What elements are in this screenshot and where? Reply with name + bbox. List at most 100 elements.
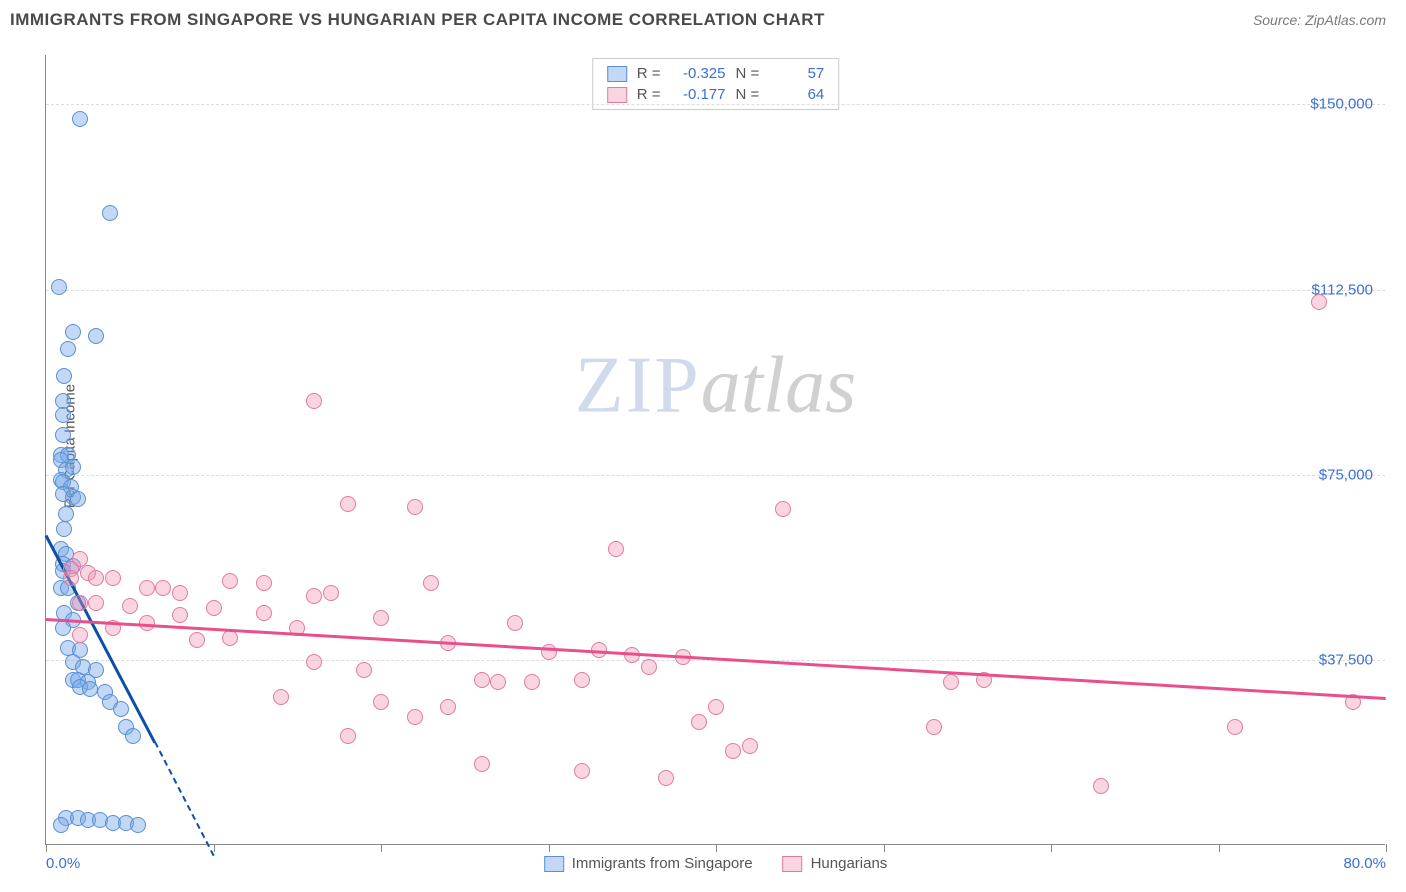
gridline [46,290,1385,291]
scatter-point-singapore [53,817,69,833]
scatter-point-hungarians [926,719,942,735]
trendline-extrapolation-singapore [154,742,214,856]
scatter-point-singapore [56,368,72,384]
n-label: N = [736,86,760,103]
chart-header: IMMIGRANTS FROM SINGAPORE VS HUNGARIAN P… [0,0,1406,35]
scatter-point-hungarians [691,714,707,730]
scatter-point-singapore [65,459,81,475]
scatter-point-singapore [72,111,88,127]
x-tick [1219,844,1220,852]
r-value-hungarians: -0.177 [671,86,726,103]
scatter-point-singapore [55,407,71,423]
legend-item-hungarians: Hungarians [783,855,888,872]
y-tick-label: $37,500 [1319,651,1373,668]
x-tick [1386,844,1387,852]
scatter-point-singapore [60,341,76,357]
scatter-point-singapore [125,728,141,744]
y-tick-label: $75,000 [1319,466,1373,483]
scatter-point-hungarians [122,598,138,614]
scatter-point-hungarians [708,699,724,715]
scatter-point-hungarians [63,570,79,586]
scatter-point-hungarians [72,595,88,611]
watermark: ZIPatlas [575,341,857,432]
scatter-point-hungarians [608,541,624,557]
scatter-point-hungarians [222,573,238,589]
x-tick [716,844,717,852]
scatter-point-hungarians [306,654,322,670]
scatter-point-hungarians [373,694,389,710]
scatter-point-hungarians [1311,294,1327,310]
scatter-point-hungarians [407,709,423,725]
scatter-point-singapore [65,324,81,340]
x-tick [1051,844,1052,852]
scatter-point-hungarians [742,738,758,754]
scatter-point-singapore [82,681,98,697]
scatter-point-hungarians [474,672,490,688]
scatter-point-hungarians [658,770,674,786]
scatter-point-singapore [55,393,71,409]
scatter-point-singapore [88,328,104,344]
scatter-point-hungarians [474,756,490,772]
scatter-point-hungarians [88,595,104,611]
scatter-point-hungarians [72,627,88,643]
correlation-legend: R = -0.325 N = 57 R = -0.177 N = 64 [592,58,840,110]
scatter-point-singapore [130,817,146,833]
scatter-point-hungarians [407,499,423,515]
scatter-point-singapore [51,279,67,295]
series-label-singapore: Immigrants from Singapore [572,855,753,872]
watermark-part2: atlas [701,342,857,430]
n-label: N = [736,65,760,82]
x-tick-label: 0.0% [46,855,80,872]
x-tick [549,844,550,852]
chart-title: IMMIGRANTS FROM SINGAPORE VS HUNGARIAN P… [10,10,825,30]
source-prefix: Source: [1253,12,1305,28]
series-legend: Immigrants from Singapore Hungarians [544,855,888,872]
swatch-singapore [544,856,564,872]
x-tick [214,844,215,852]
scatter-point-hungarians [256,575,272,591]
scatter-point-hungarians [323,585,339,601]
scatter-point-singapore [113,701,129,717]
scatter-point-hungarians [1093,778,1109,794]
swatch-hungarians [607,87,627,103]
series-label-hungarians: Hungarians [811,855,888,872]
scatter-point-hungarians [340,728,356,744]
n-value-hungarians: 64 [769,86,824,103]
source-name: ZipAtlas.com [1305,12,1386,28]
x-tick-label: 80.0% [1343,855,1386,872]
scatter-point-hungarians [524,674,540,690]
scatter-point-hungarians [423,575,439,591]
scatter-point-hungarians [172,607,188,623]
scatter-point-singapore [102,205,118,221]
scatter-point-hungarians [574,672,590,688]
scatter-point-hungarians [775,501,791,517]
scatter-point-hungarians [356,662,372,678]
legend-row-hungarians: R = -0.177 N = 64 [593,84,839,105]
n-value-singapore: 57 [769,65,824,82]
x-tick [46,844,47,852]
r-label: R = [637,86,661,103]
scatter-point-hungarians [189,632,205,648]
x-tick [381,844,382,852]
scatter-point-singapore [58,506,74,522]
scatter-point-hungarians [943,674,959,690]
r-value-singapore: -0.325 [671,65,726,82]
gridline [46,104,1385,105]
source-attribution: Source: ZipAtlas.com [1253,12,1386,28]
legend-item-singapore: Immigrants from Singapore [544,855,753,872]
scatter-point-singapore [70,491,86,507]
y-tick-label: $150,000 [1310,96,1373,113]
swatch-hungarians [783,856,803,872]
scatter-point-hungarians [641,659,657,675]
scatter-chart: ZIPatlas R = -0.325 N = 57 R = -0.177 N … [45,55,1385,845]
scatter-point-singapore [55,427,71,443]
scatter-point-hungarians [273,689,289,705]
scatter-point-hungarians [88,570,104,586]
scatter-point-hungarians [256,605,272,621]
watermark-part1: ZIP [575,342,701,430]
scatter-point-hungarians [306,393,322,409]
scatter-point-hungarians [139,580,155,596]
trendline-singapore [45,535,157,744]
scatter-point-hungarians [373,610,389,626]
legend-row-singapore: R = -0.325 N = 57 [593,63,839,84]
